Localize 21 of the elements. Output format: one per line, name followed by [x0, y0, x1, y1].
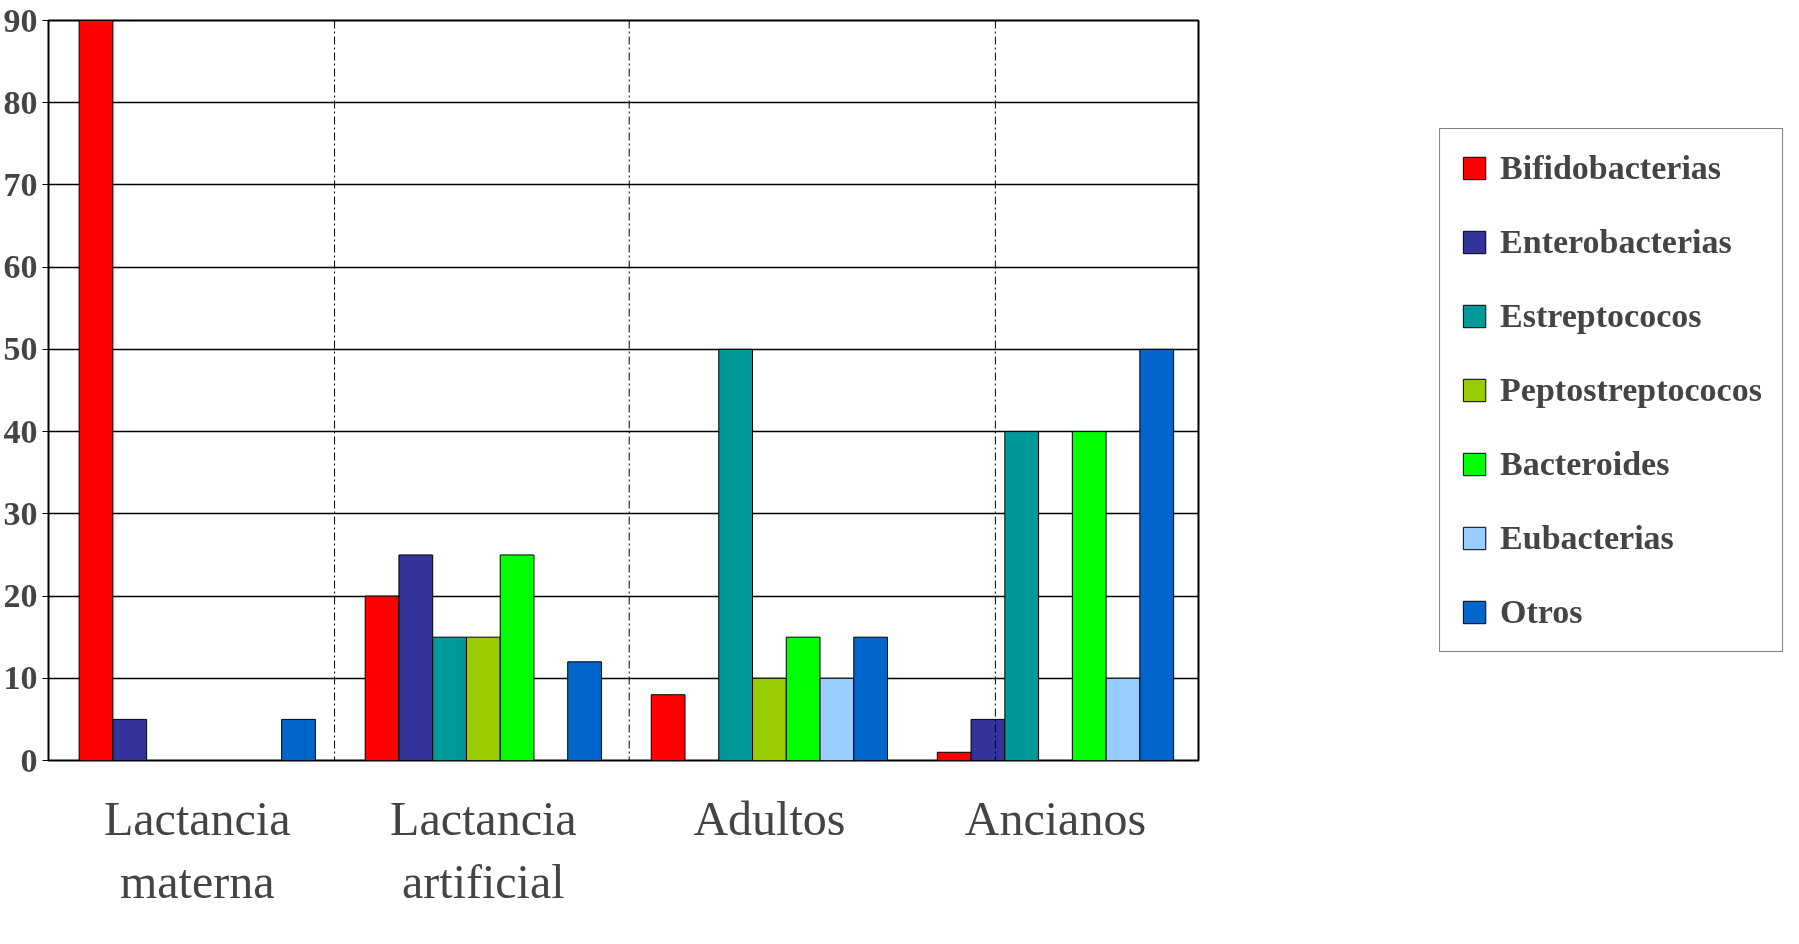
legend-label: Bifidobacterias	[1500, 149, 1722, 187]
legend-label: Bacteroides	[1500, 445, 1670, 483]
y-tick-label: 0	[20, 741, 38, 779]
y-tick-label: 10	[3, 659, 38, 697]
legend-label: Otros	[1500, 593, 1583, 631]
legend-label: Peptostreptococos	[1500, 371, 1762, 409]
x-tick-label: Lactancia artificial	[390, 791, 577, 909]
legend-label: Eubacterias	[1500, 519, 1674, 557]
y-tick-label: 80	[3, 83, 38, 121]
y-tick-label: 70	[3, 165, 38, 203]
y-tick-label: 90	[3, 1, 38, 39]
legend-label: Estreptococos	[1500, 297, 1702, 335]
x-tick-label: Adultos	[693, 791, 846, 845]
y-tick-label: 60	[3, 248, 38, 286]
x-tick-label: Lactancia materna	[104, 791, 291, 909]
y-tick-label: 30	[3, 494, 38, 532]
y-tick-label: 20	[3, 577, 38, 615]
x-tick-label: Ancianos	[964, 791, 1147, 845]
y-tick-label: 40	[3, 412, 38, 450]
legend-label: Enterobacterias	[1500, 223, 1732, 261]
y-tick-label: 50	[3, 330, 38, 368]
